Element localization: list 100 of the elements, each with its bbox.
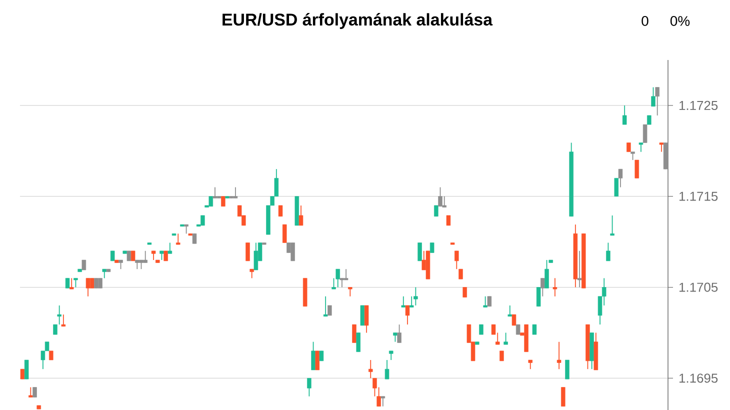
candlestick (552, 278, 558, 297)
candlestick (221, 196, 226, 207)
candlestick (336, 268, 340, 288)
candlestick (290, 242, 295, 262)
candlestick (184, 224, 188, 234)
candlestick (160, 250, 164, 260)
candlestick (642, 124, 648, 143)
candlestick (135, 259, 140, 270)
candlestick (139, 259, 144, 270)
candlestick (130, 250, 136, 262)
candlestick (516, 324, 520, 335)
candlestick (655, 86, 660, 116)
candlestick (254, 242, 258, 270)
candlestick (500, 350, 504, 362)
candlestick (233, 186, 238, 198)
candlestick (278, 204, 283, 217)
candlestick (414, 286, 418, 306)
candlestick (454, 250, 459, 270)
candlestick (49, 350, 54, 360)
y-tick-label: 1.1695 (680, 373, 718, 383)
candlestick (504, 332, 508, 345)
y-tick-label: 1.1725 (680, 100, 718, 110)
candlestick (110, 250, 115, 262)
candlestick (418, 242, 422, 262)
candlestick (647, 114, 652, 125)
candlestick (323, 296, 328, 317)
candlestick (393, 332, 398, 342)
y-tick-label: 1.1715 (680, 192, 718, 201)
candlestick (556, 341, 562, 370)
candlestick (544, 259, 549, 288)
candlestick (24, 359, 29, 380)
candlestick (380, 396, 386, 407)
candlestick (626, 142, 631, 152)
candlestick (442, 196, 446, 208)
candlestick (28, 386, 33, 398)
candlestick (405, 304, 410, 325)
candlestick (532, 324, 537, 335)
candlestick (344, 268, 348, 280)
candlestick (298, 204, 304, 226)
candlestick (319, 350, 324, 362)
candlestick (151, 250, 156, 260)
text: 0 (642, 16, 648, 26)
candlestick (487, 296, 492, 307)
candlestick (61, 314, 66, 327)
candlestick (118, 259, 123, 270)
chart-title: EUR/USD árfolyamának alakulása (222, 12, 493, 29)
candlestick (401, 296, 406, 308)
y-tick-label: 1.1705 (680, 282, 718, 292)
candlestick (328, 304, 332, 316)
candlestick (164, 250, 168, 262)
candlestick (614, 178, 619, 197)
candlestick (430, 242, 434, 253)
candlestick (356, 332, 360, 352)
candlestick (307, 378, 312, 397)
candlestick (577, 250, 582, 288)
candlestick (561, 386, 566, 407)
candlestick (352, 324, 356, 343)
candlestick (282, 224, 287, 243)
candlestick (212, 186, 218, 198)
candlestick (70, 278, 74, 290)
candlestick (606, 242, 610, 262)
candlestick (638, 142, 644, 152)
candlestick (168, 242, 172, 254)
candlestick (610, 214, 614, 236)
candlestick (246, 242, 250, 262)
candlestick (82, 260, 86, 270)
candlestick (508, 304, 512, 317)
candlestick (565, 359, 570, 380)
candlestick (315, 350, 320, 370)
candlestick (176, 232, 180, 245)
candlestick (540, 278, 545, 297)
candlestick (397, 324, 402, 343)
candlestick (126, 250, 132, 262)
candlestick (384, 359, 390, 380)
candlestick (348, 286, 352, 297)
candlestick (208, 196, 213, 207)
candlestick (446, 214, 451, 226)
candlestick (364, 304, 369, 333)
candlestick (438, 186, 442, 207)
candlestick (32, 386, 37, 398)
candlestick (618, 168, 623, 188)
candlestick (200, 214, 205, 226)
candlestick (462, 286, 467, 298)
candlestick (388, 350, 394, 360)
candlestick (512, 314, 516, 326)
candlestick (651, 86, 656, 107)
candlestick (659, 142, 664, 152)
candlestick (634, 159, 639, 178)
candlestick (368, 359, 373, 378)
candlestick (483, 296, 488, 308)
candlestick (143, 250, 148, 263)
candlestick (536, 286, 541, 307)
candlestick (311, 341, 316, 370)
candlestick (479, 324, 484, 335)
candlestick (86, 278, 90, 297)
candlestick (622, 104, 627, 125)
text: 0% (670, 16, 690, 26)
candlestick (434, 204, 438, 217)
candlestick (528, 359, 532, 370)
candlestick (360, 304, 365, 326)
